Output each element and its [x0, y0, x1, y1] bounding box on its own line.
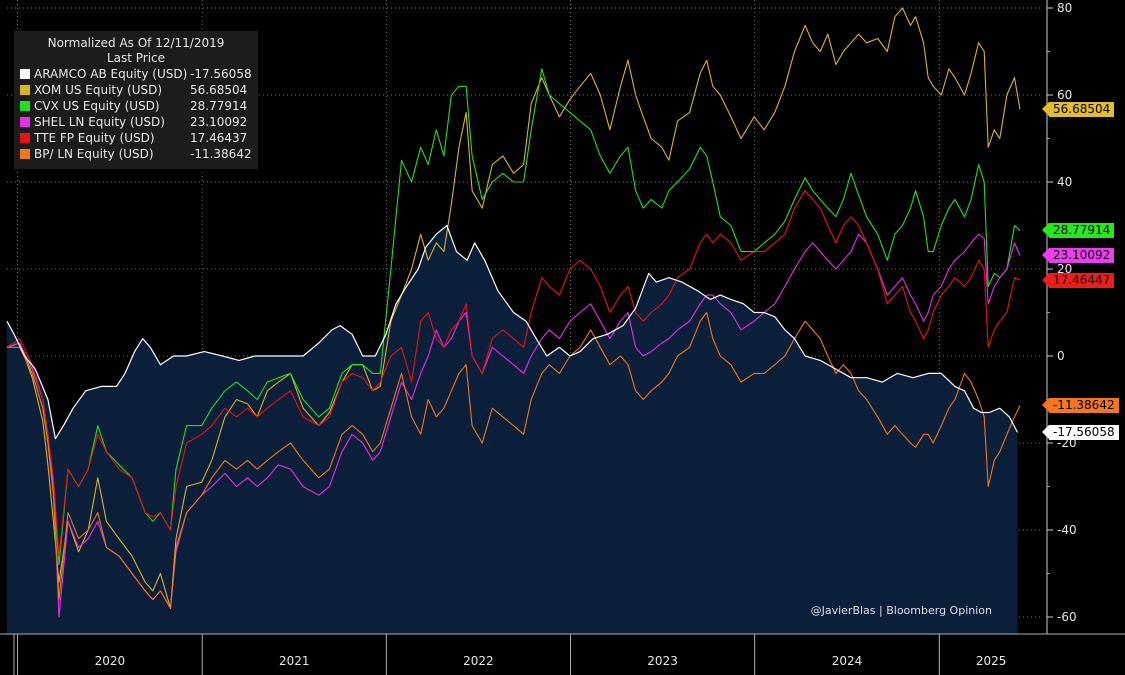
y-tick-label: 0 — [1057, 349, 1065, 363]
legend-series-name: CVX US Equity (USD) — [34, 99, 160, 113]
area-series — [7, 225, 1018, 634]
series-line-xom — [6, 7, 1021, 609]
y-tick-label: -60 — [1057, 610, 1077, 624]
legend-swatch — [20, 133, 30, 143]
legend-item: CVX US Equity (USD) 28.77914 — [14, 98, 258, 114]
legend-swatch — [20, 85, 30, 95]
y-tick-label: 60 — [1057, 88, 1072, 102]
area-fill-aramco — [7, 225, 1018, 634]
y-tick-label: -40 — [1057, 523, 1077, 537]
legend-series-name: XOM US Equity (USD) — [34, 83, 163, 97]
y-tick-label: 20 — [1057, 262, 1072, 276]
series-line-cvx — [6, 68, 1021, 566]
legend-series-value: -17.56058 — [190, 67, 252, 81]
legend-series-name: ARAMCO AB Equity (USD) — [34, 67, 188, 81]
x-tick-label: 2021 — [279, 654, 310, 668]
legend-swatch — [20, 149, 30, 159]
legend-swatch — [20, 101, 30, 111]
line-series — [6, 7, 1021, 618]
legend-rows: ARAMCO AB Equity (USD) -17.56058 XOM US Eq… — [14, 66, 258, 162]
series-line-tte — [6, 190, 1021, 557]
legend-series-name: SHEL LN Equity (USD) — [34, 115, 165, 129]
last-value-tag: 23.10092 — [1041, 248, 1115, 263]
legend-series-value: 17.46437 — [190, 131, 248, 145]
legend-series-value: 56.68504 — [190, 83, 248, 97]
y-tick-label: 80 — [1057, 1, 1072, 15]
x-tick-label: 2020 — [95, 654, 126, 668]
x-tick-label: 2022 — [463, 654, 494, 668]
source-credit: @JavierBlas | Bloomberg Opinion — [810, 604, 992, 617]
last-value-tag: -11.38642 — [1042, 398, 1119, 414]
legend-series-name: BP/ LN Equity (USD) — [34, 147, 154, 161]
last-value-tag: 17.46447 — [1041, 272, 1115, 288]
last-value-tag: -17.56058 — [1042, 424, 1119, 440]
legend-header-normalized: Normalized As Of 12/11/2019 — [47, 36, 225, 50]
legend: Normalized As Of 12/11/2019 Last Price A… — [14, 31, 258, 169]
x-tick-label: 2023 — [647, 654, 678, 668]
legend-series-value: -11.38642 — [190, 147, 252, 161]
x-tick-label: 2025 — [976, 654, 1007, 668]
y-tick-label: 40 — [1057, 175, 1072, 189]
legend-item: SHEL LN Equity (USD) 23.10092 — [14, 114, 258, 130]
last-value-tag: 56.68504 — [1041, 101, 1115, 117]
legend-item: BP/ LN Equity (USD) -11.38642 — [14, 146, 258, 162]
legend-swatch — [20, 69, 30, 79]
last-value-tag: 28.77914 — [1041, 223, 1115, 239]
legend-header-last-price: Last Price — [106, 51, 166, 65]
legend-series-value: 28.77914 — [190, 99, 248, 113]
legend-item: TTE FP Equity (USD) 17.46437 — [14, 130, 258, 146]
legend-item: XOM US Equity (USD) 56.68504 — [14, 82, 258, 98]
legend-series-value: 23.10092 — [190, 115, 248, 129]
legend-swatch — [20, 117, 30, 127]
series-line-bp — [7, 311, 1021, 609]
series-line-aramco — [6, 224, 1019, 440]
x-tick-label: 2024 — [832, 654, 863, 668]
legend-series-name: TTE FP Equity (USD) — [34, 131, 155, 145]
legend-item: ARAMCO AB Equity (USD) -17.56058 — [14, 66, 258, 82]
